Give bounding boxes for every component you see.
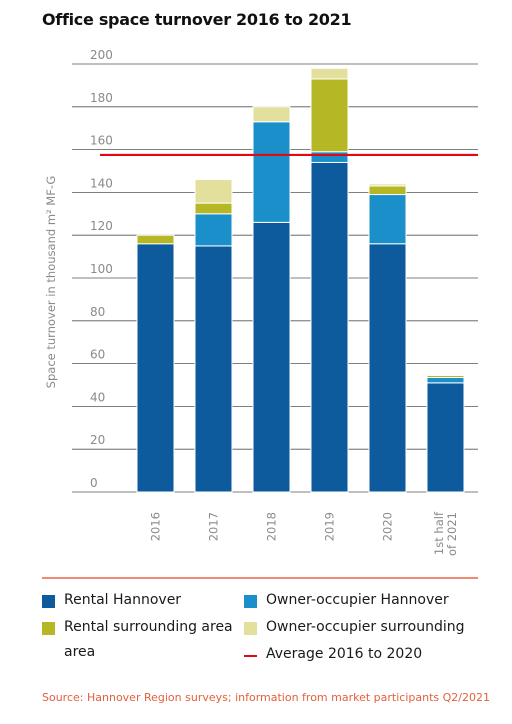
legend-item-average: Average 2016 to 2020 — [244, 646, 422, 667]
y-tick-label: 40 — [90, 390, 105, 404]
x-category-label: 2016 — [149, 512, 163, 541]
bar-segment-owner-hannover — [368, 194, 407, 245]
bar-segment-owner-surrounding — [252, 106, 291, 123]
legend-swatch-rental-hannover — [42, 595, 55, 608]
source-note: Source: Hannover Region surveys; informa… — [42, 691, 490, 704]
bar-segment-owner-hannover — [310, 151, 349, 163]
y-tick-label: 180 — [90, 91, 113, 105]
x-category-label: 1st half — [432, 511, 446, 555]
x-category-label: 2017 — [207, 512, 221, 541]
legend-label: Average 2016 to 2020 — [266, 646, 423, 662]
legend-separator — [42, 577, 478, 579]
y-tick-label: 60 — [90, 348, 105, 362]
bar-segment-owner-surrounding — [426, 373, 465, 376]
bar-segment-owner-surrounding — [194, 179, 233, 204]
x-category-label: 2019 — [323, 512, 337, 541]
x-category-label: 2020 — [381, 512, 395, 541]
y-tick-label: 120 — [90, 219, 113, 233]
bar-segment-owner-hannover — [252, 121, 291, 223]
y-tick-label: 200 — [90, 48, 113, 62]
bar-segment-owner-surrounding — [368, 183, 407, 187]
legend-swatch-rental-surrounding — [42, 622, 55, 635]
stacked-bar-chart: 0 20 40 60 80 100 120 140 160 180 200 2016 2017 2018… — [44, 48, 478, 556]
legend-label: Owner-occupier surrounding — [266, 619, 465, 635]
bar-segment-rental-hannover — [368, 243, 407, 493]
legend-item-rental-hannover: Rental Hannover — [42, 592, 181, 613]
legend-swatch-owner-surrounding — [244, 622, 257, 635]
bar-segment-rental-hannover — [136, 243, 175, 493]
legend-item-owner-hannover: Owner-occupier Hannover — [244, 592, 449, 613]
legend-item-owner-surrounding: Owner-occupier surrounding — [244, 619, 465, 640]
legend-label: Owner-occupier Hannover — [266, 592, 449, 608]
bar-segment-rental-surrounding — [310, 78, 349, 153]
legend-label: Rental Hannover — [64, 592, 182, 608]
y-tick-label: 0 — [90, 476, 98, 490]
legend-item-rental-surrounding: Rental surrounding area area — [42, 619, 237, 665]
y-tick-label: 80 — [90, 305, 105, 319]
legend-swatch-owner-hannover — [244, 595, 257, 608]
bar-segment-rental-hannover — [194, 245, 233, 493]
legend-label: Rental surrounding area area — [64, 619, 233, 660]
bar-segment-rental-hannover — [426, 382, 465, 493]
y-axis-label: Space turnover in thousand m² MF-G — [44, 176, 58, 389]
bar-segment-owner-hannover — [194, 213, 233, 247]
y-tick-label: 140 — [90, 176, 113, 190]
legend-swatch-average — [244, 655, 257, 657]
bar-segment-rental-surrounding — [136, 234, 175, 245]
x-category-label: of 2021 — [445, 512, 459, 556]
bar-segment-rental-surrounding — [194, 202, 233, 215]
bar-segment-owner-hannover — [426, 377, 465, 384]
bar-segment-owner-surrounding — [310, 67, 349, 80]
bar-segment-rental-hannover — [310, 161, 349, 493]
bar-segment-rental-surrounding — [368, 185, 407, 196]
bar-segment-rental-hannover — [252, 221, 291, 493]
chart-title: Office space turnover 2016 to 2021 — [42, 10, 352, 29]
y-tick-label: 20 — [90, 433, 105, 447]
y-tick-label: 100 — [90, 262, 113, 276]
x-category-label: 2018 — [265, 512, 279, 541]
y-tick-label: 160 — [90, 134, 113, 148]
